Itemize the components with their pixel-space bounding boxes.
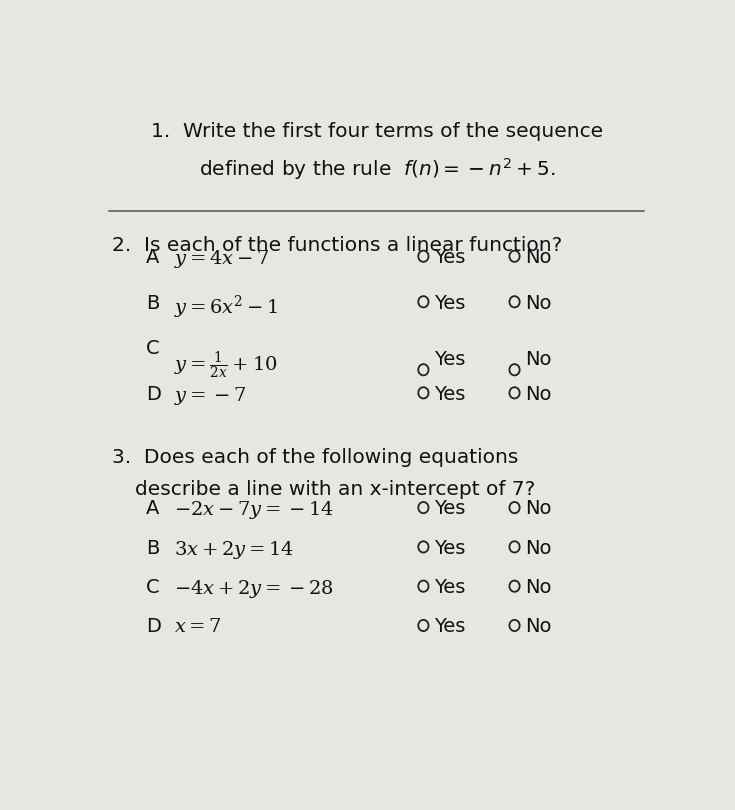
- Text: $-4x+2y=-28$: $-4x+2y=-28$: [174, 578, 334, 600]
- Text: No: No: [525, 385, 551, 403]
- Text: $y=6x^2-1$: $y=6x^2-1$: [174, 294, 279, 321]
- Text: D: D: [146, 385, 161, 403]
- Text: Yes: Yes: [434, 578, 465, 597]
- Text: A: A: [146, 248, 159, 267]
- Text: A: A: [146, 500, 159, 518]
- Text: B: B: [146, 539, 159, 558]
- Text: No: No: [525, 539, 551, 558]
- Text: No: No: [525, 248, 551, 267]
- Text: No: No: [525, 294, 551, 313]
- Text: C: C: [146, 339, 159, 358]
- Text: defined by the rule  $f(n)=-n^2+5.$: defined by the rule $f(n)=-n^2+5.$: [198, 156, 555, 182]
- Text: $-2x-7y=-14$: $-2x-7y=-14$: [174, 500, 334, 522]
- Text: C: C: [146, 578, 159, 597]
- Text: No: No: [525, 351, 551, 369]
- Text: $3x+2y=14$: $3x+2y=14$: [174, 539, 295, 561]
- Text: No: No: [525, 617, 551, 637]
- Text: 2.  Is each of the functions a linear function?: 2. Is each of the functions a linear fun…: [112, 236, 562, 254]
- Text: $y=\frac{1}{2x}+10$: $y=\frac{1}{2x}+10$: [174, 351, 278, 382]
- Text: Yes: Yes: [434, 385, 465, 403]
- Text: No: No: [525, 500, 551, 518]
- Text: Yes: Yes: [434, 539, 465, 558]
- Text: B: B: [146, 294, 159, 313]
- Text: Yes: Yes: [434, 351, 465, 369]
- Text: Yes: Yes: [434, 294, 465, 313]
- Text: $y=-7$: $y=-7$: [174, 385, 247, 407]
- Text: Yes: Yes: [434, 617, 465, 637]
- Text: describe a line with an x-intercept of 7?: describe a line with an x-intercept of 7…: [135, 480, 535, 498]
- Text: 1.  Write the first four terms of the sequence: 1. Write the first four terms of the seq…: [151, 122, 603, 141]
- Text: 3.  Does each of the following equations: 3. Does each of the following equations: [112, 449, 518, 467]
- Text: $y=4x-7$: $y=4x-7$: [174, 248, 270, 271]
- Text: $x=7$: $x=7$: [174, 617, 222, 637]
- Text: Yes: Yes: [434, 500, 465, 518]
- Text: No: No: [525, 578, 551, 597]
- Text: D: D: [146, 617, 161, 637]
- Text: Yes: Yes: [434, 248, 465, 267]
